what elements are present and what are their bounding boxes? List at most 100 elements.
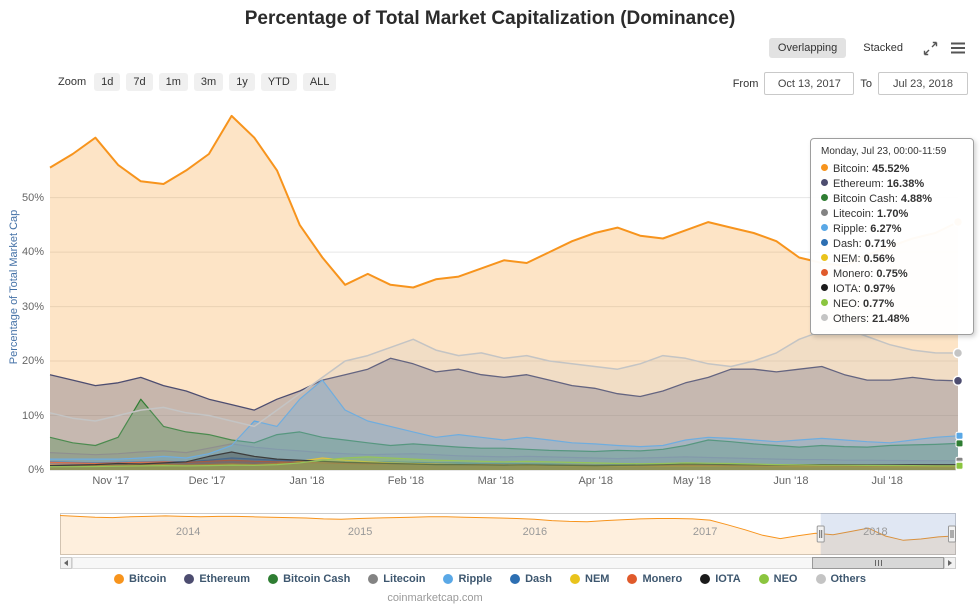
overlapping-button[interactable]: Overlapping bbox=[768, 38, 847, 58]
zoom-buttons: 1d 7d 1m 3m 1y YTD ALL bbox=[94, 73, 337, 91]
scrollbar-left-arrow[interactable] bbox=[60, 557, 72, 569]
y-tick-label: 50% bbox=[21, 191, 44, 204]
legend-label: Others bbox=[830, 573, 866, 585]
y-tick-label: 40% bbox=[21, 246, 44, 259]
scrollbar-thumb[interactable] bbox=[812, 557, 944, 569]
y-axis-labels: 0% 10% 20% 30% 40% 50% bbox=[4, 105, 44, 476]
series-marker-icon bbox=[821, 194, 828, 201]
legend-item-ripple[interactable]: Ripple bbox=[443, 573, 492, 585]
series-marker-icon bbox=[821, 314, 828, 321]
legend-marker-icon bbox=[268, 574, 279, 584]
legend-marker-icon bbox=[443, 574, 454, 584]
series-marker-icon bbox=[821, 299, 828, 306]
tooltip-row: Monero: 0.75% bbox=[821, 267, 963, 282]
tooltip-rows: Bitcoin: 45.52% Ethereum: 16.38% Bitcoin C… bbox=[821, 162, 963, 327]
legend: Bitcoin Ethereum Bitcoin Cash Litecoin Rippl… bbox=[0, 573, 980, 585]
x-axis-labels: Nov '17 Dec '17 Jan '18 Feb '18 Mar '18 Apr '… bbox=[50, 475, 958, 489]
zoom-button-1y[interactable]: 1y bbox=[229, 73, 255, 91]
hamburger-menu-icon bbox=[951, 42, 965, 54]
zoom-controls: Zoom 1d 7d 1m 3m 1y YTD ALL bbox=[58, 73, 337, 91]
zoom-label: Zoom bbox=[58, 76, 87, 88]
tooltip-row: Bitcoin: 45.52% bbox=[821, 162, 963, 177]
tooltip-row: NEM: 0.56% bbox=[821, 252, 963, 267]
legend-item-iota[interactable]: IOTA bbox=[700, 573, 741, 585]
legend-item-bitcoin[interactable]: Bitcoin bbox=[114, 573, 166, 585]
legend-marker-icon bbox=[570, 574, 580, 584]
legend-label: Monero bbox=[642, 573, 683, 585]
legend-item-nem[interactable]: NEM bbox=[570, 573, 609, 585]
export-menu-button[interactable] bbox=[948, 38, 968, 58]
x-tick-label: Jun '18 bbox=[773, 475, 809, 487]
to-date-input[interactable] bbox=[878, 72, 968, 95]
x-tick-label: Feb '18 bbox=[387, 475, 425, 487]
navigator-year-label: 2016 bbox=[522, 526, 548, 538]
legend-marker-icon bbox=[114, 574, 125, 584]
fullscreen-button[interactable] bbox=[920, 38, 940, 58]
legend-label: Bitcoin Cash bbox=[283, 573, 351, 585]
series-marker-icon bbox=[821, 239, 828, 246]
scrollbar[interactable] bbox=[60, 557, 956, 569]
zoom-button-ytd[interactable]: YTD bbox=[260, 73, 297, 91]
navigator-year-label: 2015 bbox=[347, 526, 373, 538]
tooltip-row: Litecoin: 1.70% bbox=[821, 207, 963, 222]
scrollbar-right-arrow[interactable] bbox=[944, 557, 956, 569]
series-marker-icon bbox=[821, 179, 828, 186]
tooltip-header: Monday, Jul 23, 00:00-11:59 bbox=[821, 146, 947, 157]
navigator-svg[interactable] bbox=[59, 513, 957, 555]
series-marker-icon bbox=[821, 209, 828, 216]
watermark: coinmarketcap.com bbox=[387, 592, 483, 604]
from-label: From bbox=[732, 77, 759, 90]
legend-item-others[interactable]: Others bbox=[815, 573, 866, 585]
legend-item-monero[interactable]: Monero bbox=[627, 573, 682, 585]
from-date-input[interactable] bbox=[764, 72, 855, 95]
x-tick-label: May '18 bbox=[672, 475, 712, 487]
y-tick-label: 10% bbox=[21, 409, 44, 422]
stacked-button[interactable]: Stacked bbox=[854, 38, 912, 58]
series-marker-icon bbox=[821, 224, 828, 231]
legend-item-ethereum[interactable]: Ethereum bbox=[184, 573, 250, 585]
main-plot-svg[interactable] bbox=[49, 105, 964, 471]
expand-icon bbox=[923, 41, 937, 55]
main-chart[interactable] bbox=[49, 105, 964, 471]
zoom-button-1d[interactable]: 1d bbox=[94, 73, 121, 91]
legend-label: Bitcoin bbox=[129, 573, 167, 585]
tooltip-row: Ripple: 6.27% bbox=[821, 222, 963, 237]
zoom-button-1m[interactable]: 1m bbox=[158, 73, 188, 91]
right-triangle-icon bbox=[948, 560, 952, 566]
legend-label: Ethereum bbox=[199, 573, 251, 585]
y-tick-label: 20% bbox=[21, 355, 44, 368]
legend-marker-icon bbox=[700, 574, 711, 584]
series-marker-icon bbox=[821, 254, 828, 261]
series-marker-icon bbox=[821, 269, 828, 276]
scrollbar-grip bbox=[877, 560, 879, 566]
legend-item-bitcoin-cash[interactable]: Bitcoin Cash bbox=[268, 573, 350, 585]
navigator[interactable]: 2014 2015 2016 2017 2018 bbox=[59, 513, 957, 555]
zoom-button-all[interactable]: ALL bbox=[302, 73, 337, 91]
navigator-year-label: 2018 bbox=[863, 526, 888, 538]
tooltip-row: Bitcoin Cash: 4.88% bbox=[821, 192, 963, 207]
legend-label: NEO bbox=[773, 573, 798, 585]
x-tick-label: Jan '18 bbox=[289, 475, 325, 487]
zoom-button-7d[interactable]: 7d bbox=[126, 73, 153, 91]
to-label: To bbox=[860, 77, 872, 90]
x-tick-label: Mar '18 bbox=[477, 475, 514, 487]
tooltip-row: Others: 21.48% bbox=[821, 312, 963, 327]
legend-label: Ripple bbox=[458, 573, 493, 585]
legend-marker-icon bbox=[368, 574, 379, 584]
y-tick-label: 0% bbox=[28, 464, 44, 476]
x-tick-label: Apr '18 bbox=[578, 475, 613, 487]
x-tick-label: Dec '17 bbox=[188, 475, 226, 487]
tooltip-row: Ethereum: 16.38% bbox=[821, 177, 963, 192]
legend-marker-icon bbox=[758, 574, 769, 584]
legend-item-litecoin[interactable]: Litecoin bbox=[368, 573, 425, 585]
zoom-button-3m[interactable]: 3m bbox=[193, 73, 224, 91]
legend-marker-icon bbox=[184, 574, 195, 584]
series-marker-icon bbox=[821, 284, 828, 291]
tooltip-row: NEO: 0.77% bbox=[821, 297, 963, 312]
tooltip-row: IOTA: 0.97% bbox=[821, 282, 963, 297]
legend-item-dash[interactable]: Dash bbox=[510, 573, 552, 585]
legend-label: Litecoin bbox=[383, 573, 426, 585]
tooltip-row: Dash: 0.71% bbox=[821, 237, 963, 252]
navigator-year-label: 2017 bbox=[692, 526, 718, 538]
legend-item-neo[interactable]: NEO bbox=[758, 573, 798, 585]
